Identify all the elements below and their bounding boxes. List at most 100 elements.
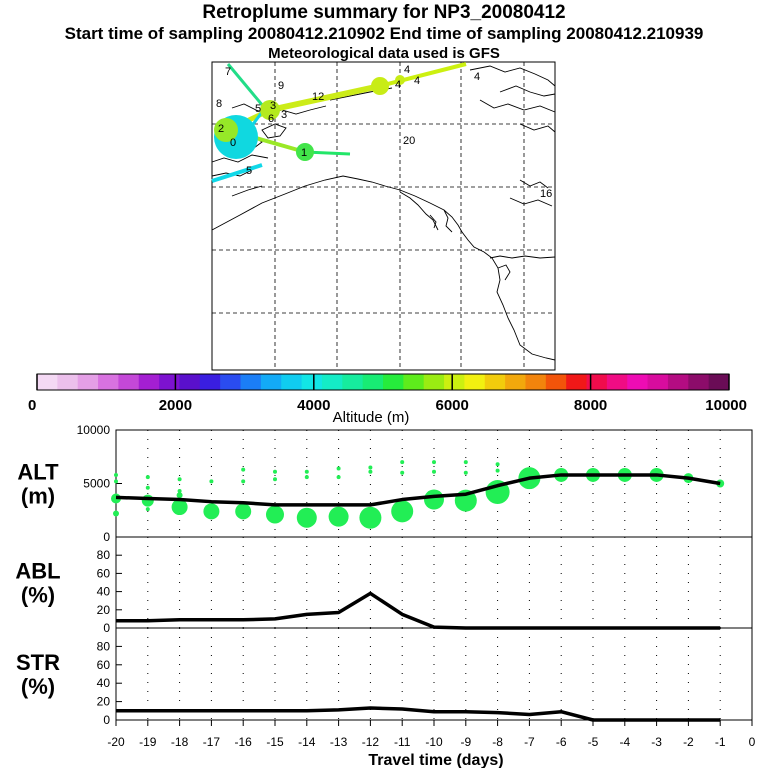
series-line — [115, 473, 721, 507]
plume-point — [368, 469, 373, 474]
colorbar-cell — [505, 374, 526, 390]
plume-point — [209, 479, 214, 484]
colorbar-title: Altitude (m) — [333, 409, 410, 426]
map-label: 3 — [270, 100, 276, 112]
plume-point — [328, 506, 349, 527]
x-tick-label: -9 — [460, 735, 471, 749]
plume-point — [266, 505, 284, 524]
panel-label: STR — [16, 650, 60, 675]
map-label: 6 — [268, 113, 274, 125]
x-tick-label: -1 — [715, 735, 726, 749]
trajectory-map: 7 9 8 5 3 6 2 1 4 4 4 4 12 20 16 0 3 5 — [211, 61, 556, 371]
colorbar-cells — [37, 374, 730, 390]
x-tick-label: -4 — [619, 735, 630, 749]
map-label: 9 — [278, 80, 284, 92]
x-tick-label: -3 — [651, 735, 662, 749]
colorbar-cell — [566, 374, 588, 390]
plume-point — [235, 503, 252, 520]
plume-point — [432, 469, 436, 474]
colorbar-tick-label: 2000 — [159, 397, 192, 414]
x-tick-label: -18 — [171, 735, 189, 749]
map-label: 4 — [474, 71, 480, 83]
plume-point — [171, 499, 188, 516]
x-tick-label: -10 — [425, 735, 443, 749]
colorbar-cell — [667, 374, 689, 390]
colorbar-tick-label: 0 — [28, 397, 36, 414]
plume-point — [336, 466, 341, 471]
x-tick-label: -12 — [362, 735, 380, 749]
plume-point — [304, 469, 309, 474]
x-tick-label: -14 — [298, 735, 316, 749]
colorbar-cell — [260, 374, 282, 390]
colorbar-cell — [627, 374, 649, 390]
y-tick-label: 10000 — [77, 423, 111, 437]
y-tick-label: 80 — [97, 548, 111, 562]
figure-title: Retroplume summary for NP3_20080412 — [202, 2, 566, 23]
colorbar-cell — [464, 374, 486, 390]
y-tick-label: 0 — [103, 713, 110, 727]
colorbar-cell — [362, 374, 384, 390]
y-tick-label: 60 — [97, 566, 111, 580]
met-data-line: Meteorological data used is GFS — [268, 45, 500, 62]
colorbar-cell — [179, 374, 201, 390]
colorbar-cell — [647, 374, 669, 390]
plume-point — [273, 469, 277, 474]
plume-point — [400, 460, 405, 465]
plume-point — [495, 468, 500, 473]
map-label: 5 — [255, 103, 261, 115]
x-tick-label: -16 — [235, 735, 253, 749]
travel-time-axis: -20 -19 -18 -17 -16 -15 -14 -13 -12 -11 -10 -9 -8 -7-… — [107, 720, 756, 768]
colorbar-cell — [240, 374, 262, 390]
panel-label: ALT — [17, 460, 59, 485]
colorbar-cell — [98, 374, 119, 390]
plume-point — [176, 492, 183, 499]
x-tick-label: -6 — [556, 735, 567, 749]
panel-label: ABL — [15, 559, 60, 584]
colorbar-cell — [423, 374, 445, 390]
x-tick-label: -7 — [524, 735, 535, 749]
plume-point — [463, 470, 468, 475]
x-tick-label: -13 — [330, 735, 348, 749]
colorbar-cell — [708, 374, 730, 390]
map-label: 12 — [312, 91, 324, 103]
plume-point — [463, 460, 468, 465]
map-label: 4 — [395, 79, 401, 91]
plume-point — [203, 503, 220, 520]
plume-point — [177, 477, 182, 482]
y-tick-label: 60 — [97, 658, 111, 672]
panel-label-units: (%) — [21, 583, 55, 608]
plume-point — [145, 475, 150, 480]
x-axis-label: Travel time (days) — [368, 752, 503, 768]
map-label: 0 — [230, 137, 236, 149]
x-tick-label: -19 — [139, 735, 157, 749]
plume-point — [114, 479, 118, 484]
colorbar-cell — [484, 374, 506, 390]
panel-alt: 10000 5000 0 ALT(m) — [17, 423, 753, 544]
colorbar-tick-label: 6000 — [436, 397, 469, 414]
colorbar-cell — [118, 374, 140, 390]
x-tick-label: -8 — [492, 735, 503, 749]
plume-point — [400, 470, 405, 475]
plume-point — [424, 489, 444, 510]
colorbar-cell — [342, 374, 364, 390]
map-label: 16 — [540, 188, 552, 200]
colorbar-cell — [57, 374, 79, 390]
colorbar-cell — [199, 374, 221, 390]
map-label: 2 — [218, 123, 224, 135]
series-line — [116, 591, 721, 630]
map-label: 1 — [301, 147, 307, 159]
colorbar-tick-label: 8000 — [574, 397, 607, 414]
y-tick-label: 0 — [103, 530, 110, 544]
colorbar-cell — [301, 374, 323, 390]
colorbar-cell — [37, 374, 58, 390]
colorbar-cell — [281, 374, 303, 390]
colorbar-cell — [77, 374, 99, 390]
plume-point — [113, 510, 119, 517]
colorbar-cell — [688, 374, 710, 390]
x-tick-label: 0 — [749, 735, 756, 749]
colorbar-cell — [403, 374, 425, 390]
trajectory-plume — [211, 62, 467, 183]
colorbar-tick-label: 4000 — [297, 397, 330, 414]
colorbar-cell — [545, 374, 567, 390]
altitude-colorbar: 0 2000 4000 6000 8000 10000 Altitude (m) — [28, 373, 747, 426]
